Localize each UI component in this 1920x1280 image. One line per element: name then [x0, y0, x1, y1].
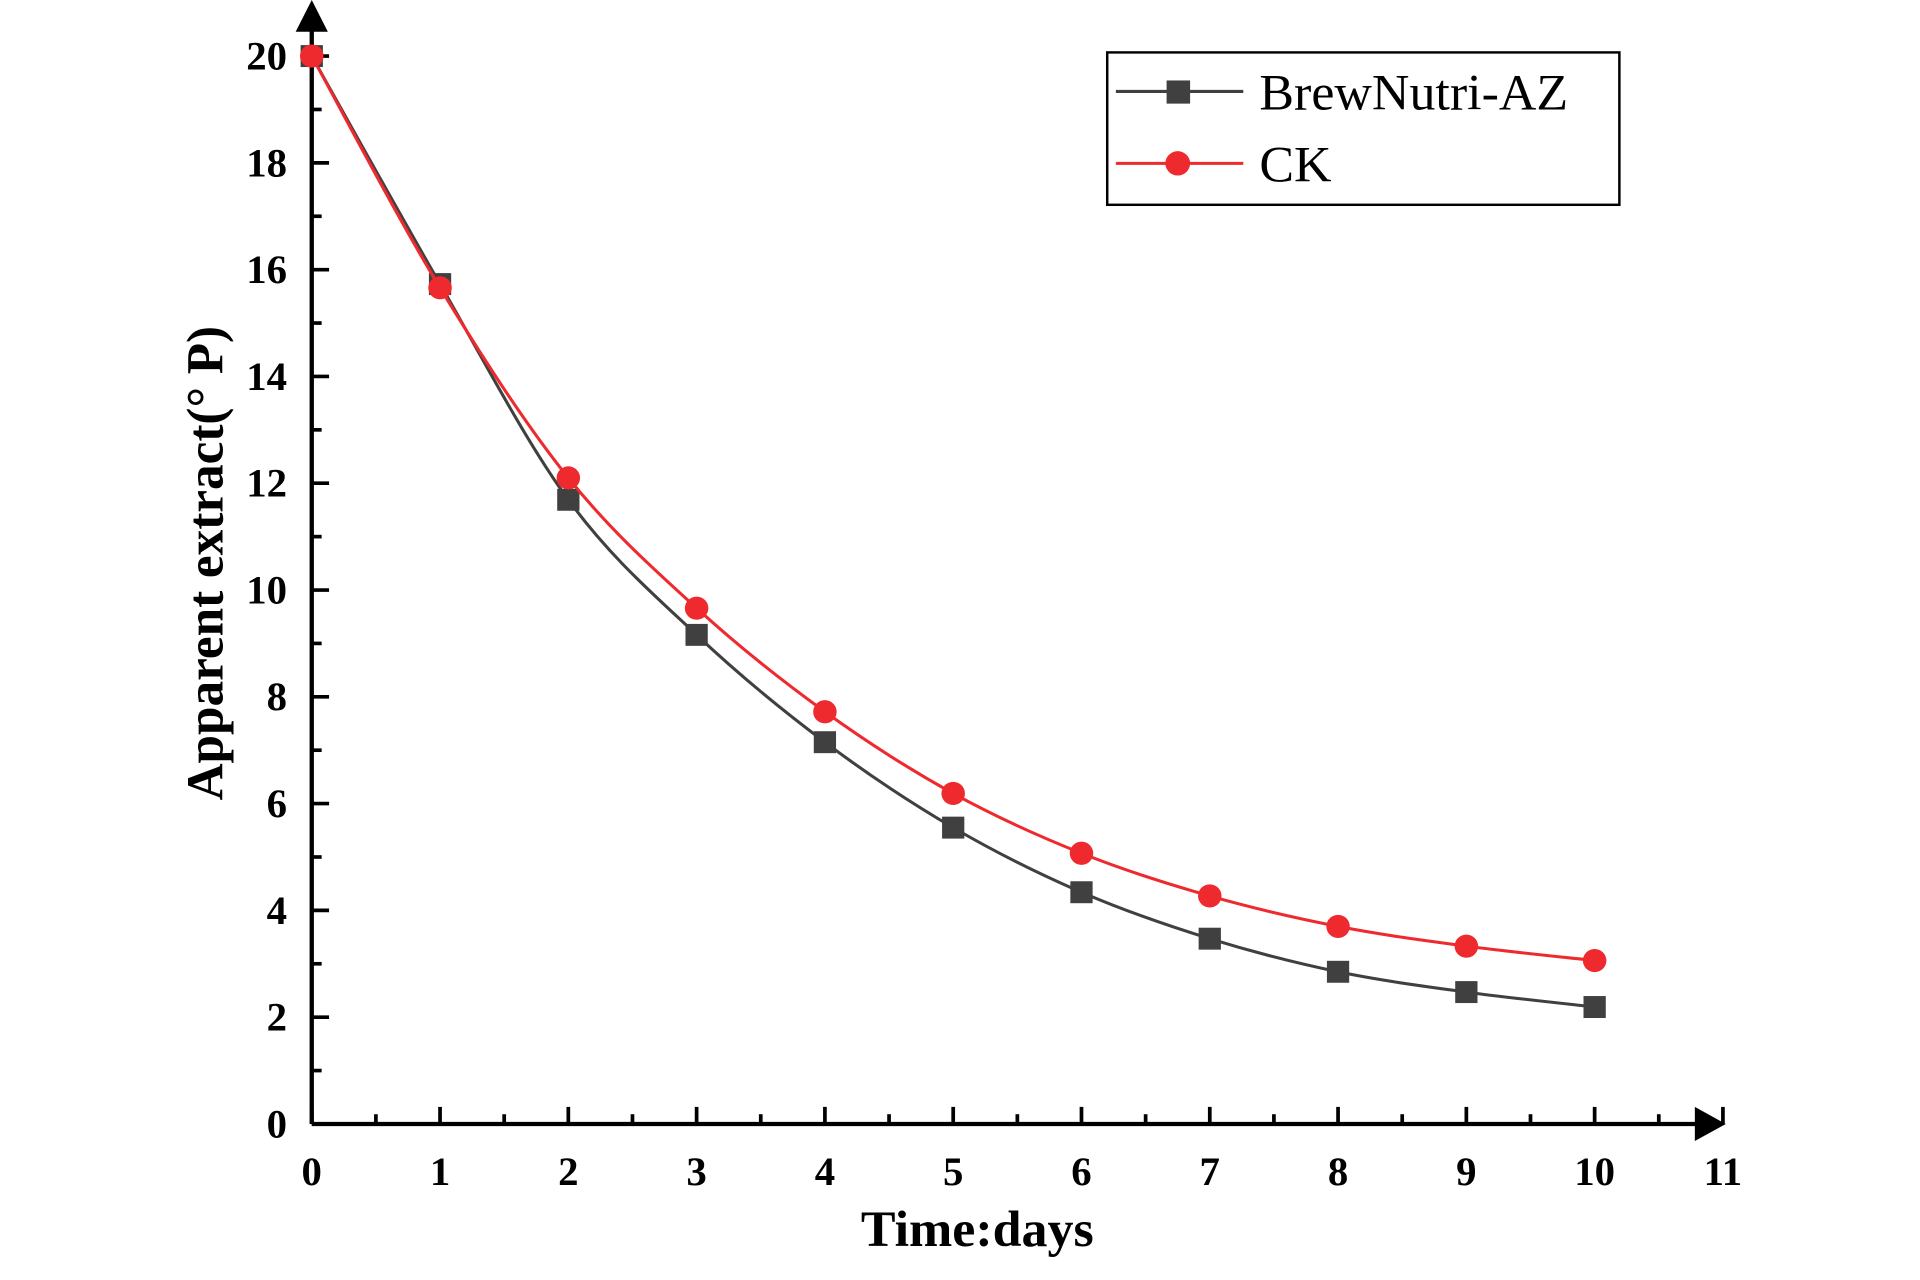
- series-group: [300, 44, 1607, 1018]
- x-tick-label: 3: [686, 1149, 706, 1194]
- legend-label-brewnutri: BrewNutri-AZ: [1259, 65, 1568, 122]
- x-tick-label: 11: [1704, 1149, 1743, 1194]
- legend: BrewNutri-AZ CK: [1105, 51, 1621, 207]
- data-point-ck: [300, 44, 324, 68]
- data-point-ck: [1582, 948, 1607, 973]
- x-tick-label: 7: [1200, 1149, 1220, 1194]
- y-tick-label: 16: [246, 247, 287, 292]
- y-tick-label: 8: [267, 674, 287, 719]
- data-point-ck: [813, 700, 837, 724]
- data-point-ck: [1069, 841, 1094, 865]
- x-axis-arrow: [1694, 1106, 1726, 1142]
- data-point-ck: [556, 466, 581, 490]
- series-line-ck: [310, 55, 1595, 963]
- data-point-ck: [1198, 884, 1222, 908]
- x-tick-label: 2: [558, 1149, 578, 1194]
- series-line-brewnutri-az: [310, 55, 1595, 1009]
- x-tick-label: 1: [430, 1149, 450, 1194]
- data-point-brewnutri-az: [942, 816, 965, 839]
- data-point-brewnutri-az: [557, 488, 580, 511]
- y-axis-arrow: [295, 0, 328, 32]
- x-tick-label: 9: [1456, 1149, 1476, 1194]
- x-tick-label: 5: [943, 1149, 963, 1194]
- y-tick-label: 6: [267, 781, 287, 826]
- data-point-ck: [684, 596, 709, 620]
- data-point-brewnutri-az: [813, 731, 837, 754]
- legend-label-ck: CK: [1259, 137, 1331, 194]
- data-point-ck: [1454, 934, 1479, 958]
- data-point-brewnutri-az: [1326, 960, 1350, 983]
- y-axis-label: Apparent extract(° P): [177, 326, 234, 800]
- y-tick-label: 10: [246, 568, 287, 613]
- y-tick-label: 18: [246, 141, 287, 186]
- y-tick-label: 14: [246, 354, 287, 399]
- data-point-brewnutri-az: [685, 623, 708, 646]
- x-tick-label: 4: [815, 1149, 835, 1194]
- x-tick-label: 8: [1328, 1149, 1348, 1194]
- x-tick-label: 6: [1071, 1149, 1091, 1194]
- y-tick-label: 4: [267, 888, 287, 933]
- x-tick-label: 0: [302, 1149, 322, 1194]
- y-tick-label: 12: [246, 461, 287, 506]
- y-tick-label: 20: [246, 34, 287, 79]
- data-point-brewnutri-az: [1455, 981, 1478, 1004]
- x-axis-label: Time:days: [861, 1201, 1094, 1258]
- data-point-ck: [428, 276, 452, 300]
- data-point-ck: [1326, 914, 1350, 938]
- y-tick-label: 2: [267, 995, 287, 1040]
- data-point-brewnutri-az: [1070, 881, 1093, 904]
- y-tick-label: 0: [267, 1102, 287, 1147]
- data-point-brewnutri-az: [1198, 927, 1221, 950]
- data-point-brewnutri-az: [1583, 996, 1606, 1018]
- legend-marker-ck: [1165, 151, 1191, 176]
- x-tick-label: 10: [1574, 1149, 1615, 1194]
- data-point-ck: [941, 781, 965, 806]
- legend-box: [1105, 51, 1621, 207]
- legend-marker-brewnutri: [1166, 80, 1191, 104]
